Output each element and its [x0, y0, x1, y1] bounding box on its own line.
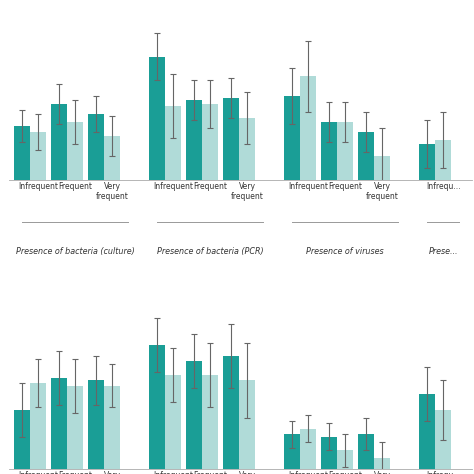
- Bar: [149, 56, 165, 180]
- Bar: [321, 122, 337, 180]
- Bar: [14, 410, 30, 469]
- Bar: [165, 375, 181, 469]
- Bar: [88, 114, 104, 180]
- Bar: [30, 383, 46, 469]
- Bar: [374, 458, 390, 469]
- Bar: [202, 104, 218, 180]
- Bar: [30, 132, 46, 180]
- Bar: [165, 106, 181, 180]
- Bar: [67, 122, 83, 180]
- Bar: [337, 122, 353, 180]
- Bar: [239, 118, 255, 180]
- Bar: [239, 380, 255, 469]
- Bar: [358, 434, 374, 469]
- Bar: [300, 429, 316, 469]
- Bar: [67, 386, 83, 469]
- Bar: [435, 140, 451, 180]
- Bar: [435, 410, 451, 469]
- Text: Prese...: Prese...: [428, 246, 458, 255]
- Bar: [419, 144, 435, 180]
- Bar: [51, 378, 67, 469]
- Bar: [223, 356, 239, 469]
- Bar: [149, 345, 165, 469]
- Bar: [419, 394, 435, 469]
- Bar: [202, 375, 218, 469]
- Bar: [88, 380, 104, 469]
- Bar: [300, 76, 316, 180]
- Bar: [223, 99, 239, 180]
- Bar: [14, 126, 30, 180]
- Bar: [186, 100, 202, 180]
- Bar: [284, 434, 300, 469]
- Bar: [337, 450, 353, 469]
- Bar: [186, 361, 202, 469]
- Bar: [104, 136, 120, 180]
- Bar: [284, 96, 300, 180]
- Bar: [51, 104, 67, 180]
- Text: Presence of viruses: Presence of viruses: [306, 246, 384, 255]
- Bar: [358, 132, 374, 180]
- Bar: [321, 437, 337, 469]
- Bar: [104, 386, 120, 469]
- Text: Presence of bacteria (PCR): Presence of bacteria (PCR): [157, 246, 264, 255]
- Bar: [374, 156, 390, 180]
- Text: Presence of bacteria (culture): Presence of bacteria (culture): [16, 246, 134, 255]
